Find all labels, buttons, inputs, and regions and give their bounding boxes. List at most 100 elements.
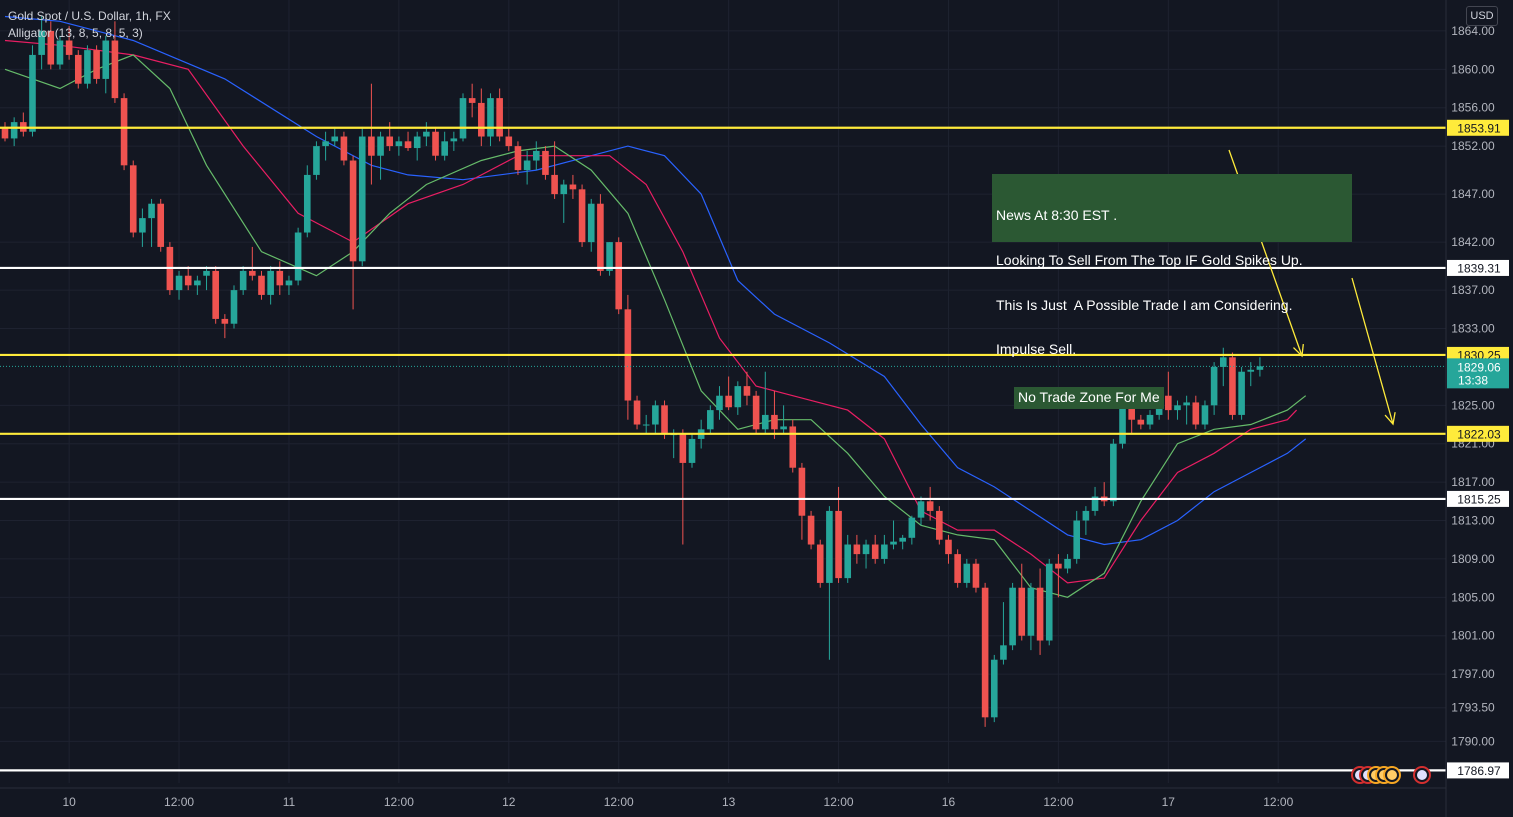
candle-body bbox=[1137, 419, 1145, 425]
candle bbox=[468, 83, 476, 118]
candle bbox=[294, 227, 302, 286]
candle bbox=[862, 539, 870, 569]
price-tick-label: 1842.00 bbox=[1451, 235, 1495, 249]
candle-body bbox=[881, 544, 888, 559]
price-tick-label: 1856.00 bbox=[1451, 101, 1495, 115]
candle-body bbox=[551, 174, 558, 195]
candle bbox=[102, 35, 110, 94]
current-price-value: 1829.06 bbox=[1457, 360, 1501, 374]
candle bbox=[743, 371, 751, 406]
candle-body bbox=[1018, 587, 1026, 636]
candle-body bbox=[1174, 405, 1181, 411]
news-annotation[interactable]: News At 8:30 EST . Looking To Sell From … bbox=[992, 174, 1352, 357]
level-price-tag bbox=[1447, 259, 1509, 276]
price-tick-label: 1793.50 bbox=[1451, 701, 1495, 715]
price-tick-label: 1825.00 bbox=[1451, 398, 1495, 412]
candle-body bbox=[84, 50, 91, 84]
horizontal-levels[interactable] bbox=[0, 126, 1446, 772]
price-tick-label: 1817.00 bbox=[1451, 475, 1495, 489]
candle-body bbox=[1119, 395, 1126, 444]
candle bbox=[368, 83, 375, 185]
candle-body bbox=[578, 189, 586, 243]
price-tick-label: 1847.00 bbox=[1451, 187, 1495, 201]
chart-grid bbox=[0, 0, 1446, 783]
time-tick-label: 16 bbox=[942, 795, 956, 809]
candle-body bbox=[661, 405, 668, 435]
candle bbox=[478, 88, 485, 147]
candle bbox=[450, 131, 458, 151]
economic-event-icons[interactable] bbox=[1351, 766, 1431, 784]
event-flag-icon bbox=[1383, 766, 1401, 784]
candle bbox=[1073, 510, 1081, 564]
symbol-title[interactable]: Gold Spot / U.S. Dollar, 1h, FX bbox=[8, 9, 171, 23]
candle bbox=[624, 294, 632, 420]
candle-body bbox=[368, 136, 375, 156]
currency-button[interactable]: USD bbox=[1466, 6, 1498, 26]
candle-body bbox=[194, 280, 201, 286]
no-trade-zone-label[interactable]: No Trade Zone For Me bbox=[1014, 387, 1164, 409]
candle bbox=[441, 131, 448, 161]
candle-body bbox=[258, 275, 265, 295]
candle bbox=[340, 131, 348, 166]
candle-body bbox=[1146, 414, 1154, 425]
candle-body bbox=[807, 515, 815, 545]
time-tick-label: 10 bbox=[62, 795, 76, 809]
candle-body bbox=[184, 275, 192, 286]
news-line-3: This Is Just A Possible Trade I am Consi… bbox=[996, 296, 1293, 313]
time-axis[interactable]: 10 12:00 11 12:00 12 12:00 13 12:00 16 12:00 17 12:… bbox=[0, 787, 1446, 809]
candle-body bbox=[707, 410, 714, 430]
time-tick-label: 13 bbox=[722, 795, 736, 809]
candle bbox=[1137, 414, 1145, 430]
candle bbox=[642, 414, 650, 435]
candle-body bbox=[945, 539, 952, 555]
candle-body bbox=[432, 131, 439, 156]
candle-body bbox=[688, 438, 696, 463]
alligator-jaw-line bbox=[4, 15, 1307, 546]
candle-body bbox=[761, 414, 769, 430]
candle-body bbox=[322, 141, 329, 147]
candle-body bbox=[47, 30, 55, 65]
candle-body bbox=[129, 165, 137, 233]
candle-body bbox=[743, 386, 751, 396]
candle bbox=[816, 539, 824, 588]
candle-body bbox=[1210, 366, 1218, 406]
candle bbox=[633, 395, 641, 430]
price-tick-label: 1805.00 bbox=[1451, 590, 1495, 604]
indicator-legend[interactable]: Alligator (13, 8, 5, 8, 5, 3) bbox=[8, 26, 143, 40]
candle-body bbox=[652, 405, 659, 425]
candle bbox=[175, 270, 183, 300]
time-tick-label: 12:00 bbox=[1263, 795, 1293, 809]
candle-body bbox=[716, 395, 723, 411]
candle bbox=[679, 429, 687, 545]
time-tick-label: 12 bbox=[502, 795, 516, 809]
candle bbox=[331, 126, 339, 147]
candle-body bbox=[496, 98, 503, 137]
candle-body bbox=[633, 400, 641, 425]
candle bbox=[1210, 362, 1218, 415]
candle-body bbox=[725, 395, 732, 408]
candle bbox=[1, 122, 9, 142]
candle-body bbox=[111, 40, 119, 99]
candle-body bbox=[331, 136, 339, 142]
candle bbox=[532, 141, 540, 171]
arrow-sell-down bbox=[1351, 277, 1394, 425]
candle bbox=[1256, 357, 1264, 377]
candle bbox=[1110, 438, 1117, 507]
price-tick-label: 1813.00 bbox=[1451, 514, 1495, 528]
candle bbox=[890, 520, 897, 550]
candle-body bbox=[587, 203, 595, 243]
level-price-tag bbox=[1447, 490, 1509, 507]
candle bbox=[1238, 366, 1245, 420]
event-flag-icon bbox=[1413, 766, 1431, 784]
candle-body bbox=[954, 554, 961, 583]
price-tick-label: 1809.00 bbox=[1451, 552, 1495, 566]
candle-body bbox=[505, 136, 513, 147]
candle bbox=[1027, 582, 1035, 651]
candle-body bbox=[139, 218, 146, 233]
candle bbox=[139, 208, 146, 247]
candle-body bbox=[816, 544, 824, 583]
candle bbox=[514, 141, 522, 175]
price-axis[interactable]: 1864.00 1860.00 1856.00 1852.00 1847.00 1842.… bbox=[1445, 0, 1509, 817]
candle-body bbox=[1256, 366, 1264, 370]
